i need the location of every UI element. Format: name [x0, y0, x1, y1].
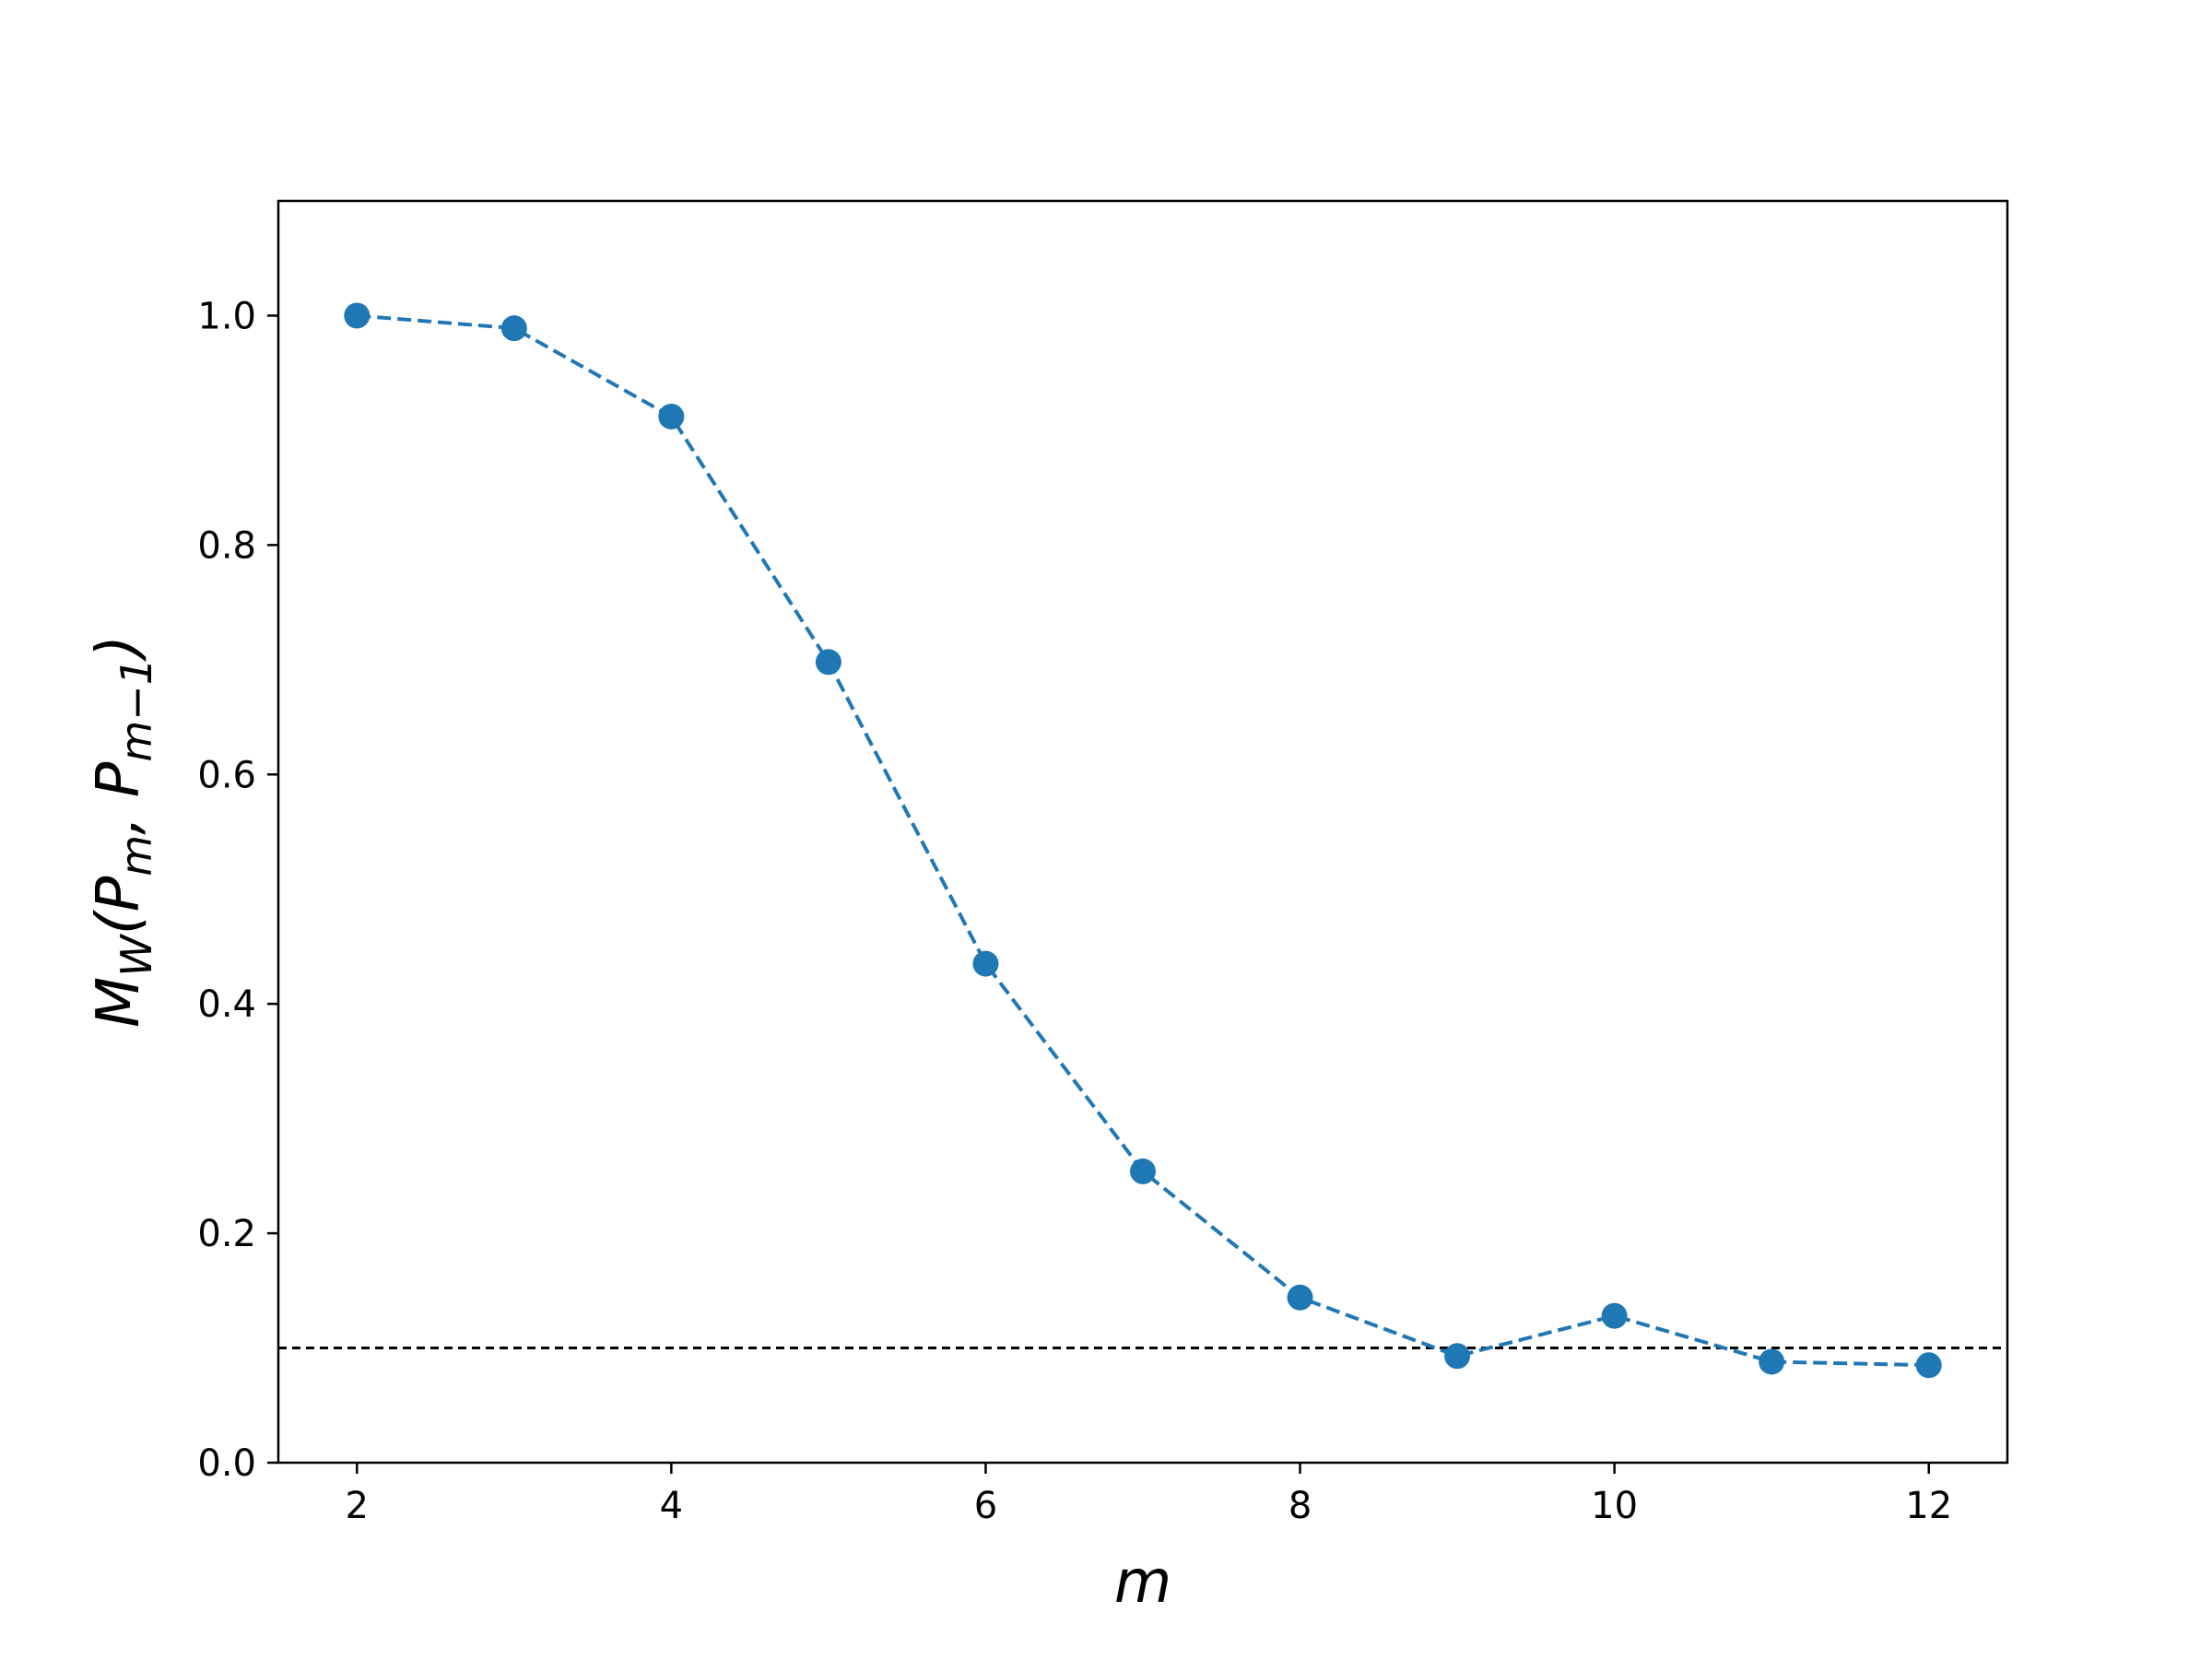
y-tick-label: 1.0 [197, 295, 256, 337]
y-tick-label: 0.0 [197, 1442, 256, 1485]
x-tick-label: 10 [1591, 1485, 1638, 1527]
plot-layer [278, 302, 2007, 1379]
y-label-comma: , [85, 797, 153, 835]
y-tick-label: 0.2 [197, 1213, 256, 1255]
y-tick-label: 0.6 [197, 754, 256, 796]
y-label-sub-w: W [112, 934, 161, 977]
y-label-sub-m1: m−1 [112, 658, 161, 762]
data-point [344, 302, 371, 329]
x-tick-label: 8 [1288, 1485, 1312, 1527]
data-point [1130, 1158, 1156, 1184]
data-point [815, 649, 841, 676]
x-tick-label: 6 [974, 1485, 997, 1527]
y-label-close: ) [85, 635, 153, 662]
data-point [658, 403, 685, 429]
x-axis-ticks: 2 4 6 8 10 12 [346, 1463, 1952, 1527]
data-point [1444, 1343, 1471, 1370]
y-tick-label: 0.8 [197, 524, 256, 567]
y-label-p1: P [85, 876, 153, 912]
y-label-sub-m: m [112, 835, 161, 877]
data-point [1287, 1284, 1313, 1311]
data-point [1915, 1352, 1942, 1379]
data-point [1759, 1348, 1785, 1375]
plot-frame [276, 199, 2009, 1465]
y-label-open: ( [85, 909, 153, 935]
y-label-main: M [85, 977, 153, 1028]
x-tick-label: 2 [346, 1485, 369, 1527]
x-axis-label: m [1114, 1548, 1171, 1617]
data-point [500, 315, 527, 342]
data-point [1601, 1302, 1628, 1329]
y-label-p2: P [85, 761, 153, 797]
y-axis-label: MW(Pm, Pm−1) [85, 635, 161, 1028]
x-tick-label: 4 [660, 1485, 683, 1527]
x-tick-label: 12 [1905, 1485, 1952, 1527]
y-axis-ticks: 0.0 0.2 0.4 0.6 0.8 1.0 [197, 295, 278, 1485]
y-tick-label: 0.4 [197, 983, 256, 1026]
data-point [972, 950, 999, 977]
